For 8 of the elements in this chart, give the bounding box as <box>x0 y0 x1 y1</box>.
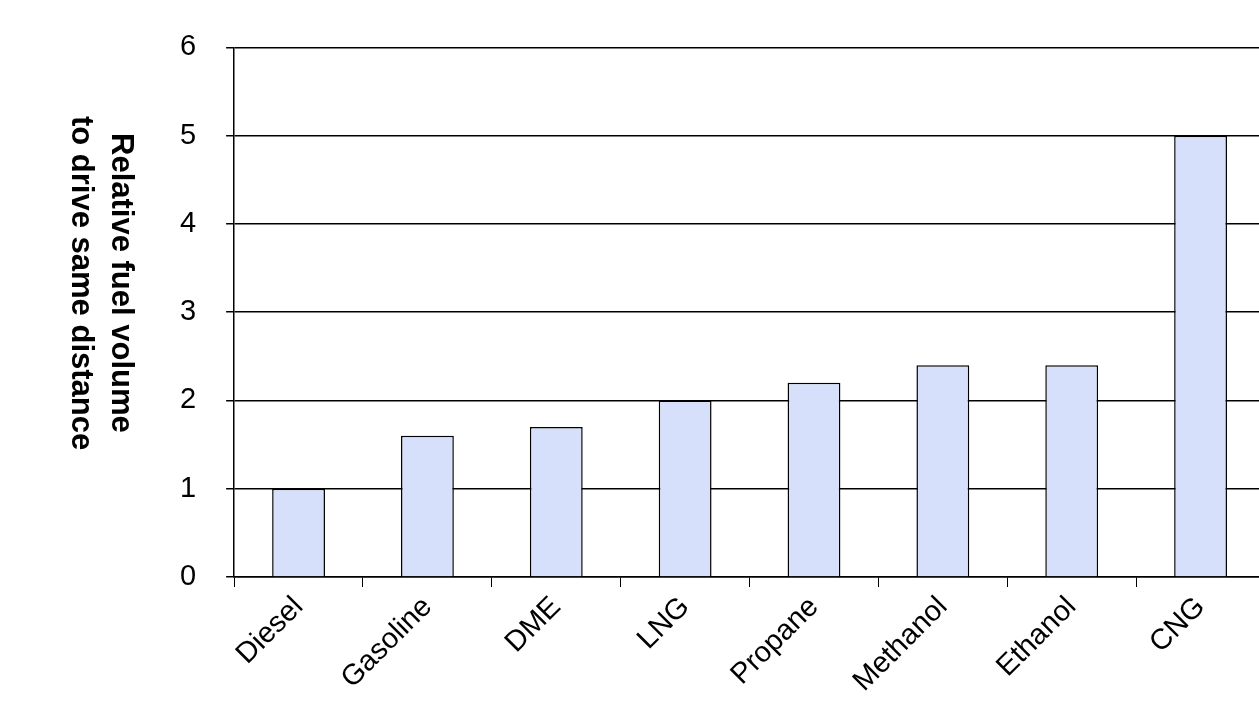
y-tick-label: 3 <box>179 294 197 327</box>
y-tick-label: 6 <box>179 29 197 62</box>
y-tick-label: 1 <box>179 470 197 503</box>
y-tick-label: 5 <box>179 117 197 150</box>
y-tick-label: 4 <box>179 205 197 238</box>
y-tick-label: 2 <box>179 382 197 415</box>
y-axis-title: Relative fuel volume to drive same distance <box>64 114 141 453</box>
y-tick-label: 0 <box>179 559 197 592</box>
